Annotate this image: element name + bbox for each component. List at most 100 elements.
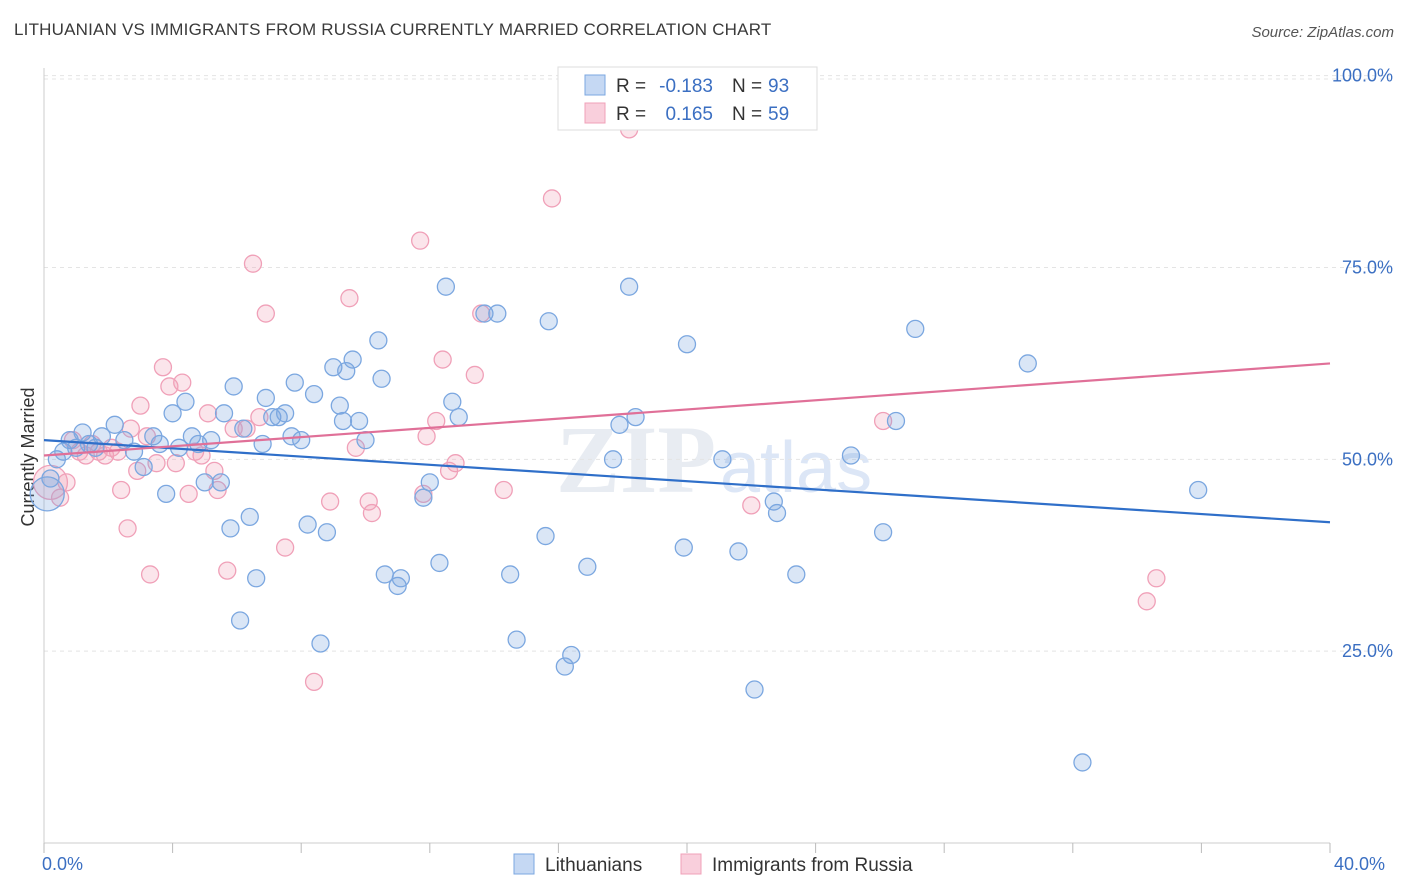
point-immigrants-from-russia-12 <box>118 519 137 538</box>
point-lithuanians-69 <box>562 645 581 665</box>
stats-legend: R = -0.183 N = 93 R = 0.165 N = 59 <box>557 66 818 131</box>
stats-swatch-immigrants-from-russia <box>584 102 606 124</box>
point-immigrants-from-russia-52 <box>542 189 562 208</box>
point-immigrants-from-russia-23 <box>179 484 198 504</box>
point-lithuanians-77 <box>713 450 732 469</box>
point-immigrants-from-russia-34 <box>256 304 275 323</box>
point-lithuanians-32 <box>253 434 272 454</box>
point-lithuanians-29 <box>234 419 253 438</box>
point-lithuanians-45 <box>330 396 349 415</box>
point-immigrants-from-russia-40 <box>359 492 378 511</box>
point-lithuanians-55 <box>391 569 411 588</box>
point-lithuanians-78 <box>729 542 748 561</box>
stats-n-label-0: N = <box>732 76 762 97</box>
point-lithuanians-82 <box>787 565 806 584</box>
point-immigrants-from-russia-44 <box>417 427 436 446</box>
point-lithuanians-19 <box>176 392 195 411</box>
stats-n-value-0: 93 <box>768 76 789 97</box>
point-lithuanians-27 <box>224 377 243 396</box>
point-lithuanians-48 <box>343 350 362 369</box>
point-lithuanians-47 <box>337 361 356 381</box>
point-immigrants-from-russia-37 <box>320 492 340 511</box>
point-lithuanians-42 <box>311 634 330 653</box>
y-tick-labels: 25.0% 50.0% 75.0% 100.0% <box>1332 66 1393 661</box>
point-immigrants-from-russia-51 <box>494 480 513 500</box>
point-immigrants-from-russia-45 <box>427 411 446 431</box>
point-lithuanians-24 <box>211 473 230 492</box>
point-lithuanians-28 <box>230 611 250 630</box>
point-lithuanians-65 <box>507 630 526 649</box>
point-lithuanians-68 <box>555 657 574 676</box>
point-lithuanians-60 <box>443 392 462 411</box>
point-immigrants-from-russia-17 <box>140 565 160 584</box>
series-immigrants-from-russia-points <box>32 66 1166 692</box>
point-lithuanians-83 <box>841 446 861 465</box>
point-immigrants-from-russia-22 <box>173 373 192 392</box>
point-lithuanians-10 <box>105 415 124 434</box>
point-lithuanians-80 <box>764 492 783 511</box>
point-lithuanians-74 <box>626 407 645 427</box>
x-tick-marks <box>43 843 1331 853</box>
point-immigrants-from-russia-30 <box>224 419 243 438</box>
point-immigrants-from-russia-56 <box>873 411 893 431</box>
point-lithuanians-86 <box>906 319 925 339</box>
stats-n-label-1: N = <box>732 104 762 125</box>
point-lithuanians-13 <box>134 457 153 477</box>
point-lithuanians-73 <box>619 277 639 296</box>
point-lithuanians-84 <box>873 523 893 542</box>
point-immigrants-from-russia-57 <box>1137 592 1156 611</box>
point-immigrants-from-russia-33 <box>250 407 269 427</box>
point-immigrants-from-russia-35 <box>275 538 295 557</box>
point-lithuanians-59 <box>436 277 456 296</box>
point-immigrants-from-russia-15 <box>131 396 150 415</box>
point-lithuanians-23 <box>202 431 221 450</box>
point-lithuanians-51 <box>369 331 388 350</box>
point-lithuanians-58 <box>430 553 449 573</box>
legend-swatch-lithuanians <box>513 853 535 875</box>
point-immigrants-from-russia-21 <box>166 454 185 473</box>
point-lithuanians-50 <box>356 431 375 450</box>
point-lithuanians-89 <box>1189 480 1208 500</box>
stats-n-value-1: 59 <box>768 104 789 125</box>
point-lithuanians-16 <box>157 484 176 504</box>
point-immigrants-from-russia-39 <box>346 438 366 457</box>
point-lithuanians-66 <box>536 526 555 546</box>
stats-r-value-0: -0.183 <box>659 76 713 97</box>
point-immigrants-from-russia-46 <box>433 350 452 369</box>
stats-r-value-1: 0.165 <box>665 104 713 125</box>
point-lithuanians-81 <box>767 503 787 523</box>
point-lithuanians-87 <box>1018 354 1037 373</box>
x-tick-label-min: 0.0% <box>42 854 83 874</box>
point-lithuanians-41 <box>304 384 324 404</box>
point-lithuanians-52 <box>372 369 391 388</box>
point-lithuanians-43 <box>317 523 337 542</box>
point-immigrants-from-russia-29 <box>218 561 237 580</box>
point-immigrants-from-russia-19 <box>153 358 173 377</box>
point-lithuanians-79 <box>745 680 764 699</box>
stats-swatch-lithuanians <box>584 74 606 96</box>
point-lithuanians-12 <box>124 442 144 461</box>
chart-source: Source: ZipAtlas.com <box>1251 24 1394 41</box>
stats-r-label-1: R = <box>616 104 646 125</box>
point-lithuanians-31 <box>247 569 266 588</box>
point-immigrants-from-russia-26 <box>198 404 218 423</box>
point-lithuanians-71 <box>603 450 623 469</box>
point-lithuanians-70 <box>578 557 597 576</box>
point-lithuanians-40 <box>298 515 317 534</box>
watermark-atlas: atlas <box>720 428 872 508</box>
point-lithuanians-75 <box>674 538 693 557</box>
point-lithuanians-15 <box>150 434 169 454</box>
point-lithuanians-22 <box>195 473 214 492</box>
point-lithuanians-57 <box>420 473 439 492</box>
point-lithuanians-67 <box>539 312 558 331</box>
y-tick-label-25: 25.0% <box>1342 641 1393 661</box>
legend-label-immigrants-from-russia: Immigrants from Russia <box>712 855 913 876</box>
point-lithuanians-56 <box>414 488 433 507</box>
point-lithuanians-17 <box>163 404 182 423</box>
y-axis-title: Currently Married <box>18 387 38 526</box>
point-immigrants-from-russia-48 <box>446 454 465 473</box>
point-lithuanians-33 <box>256 388 275 408</box>
point-lithuanians-64 <box>501 565 520 584</box>
point-lithuanians-38 <box>285 373 304 392</box>
